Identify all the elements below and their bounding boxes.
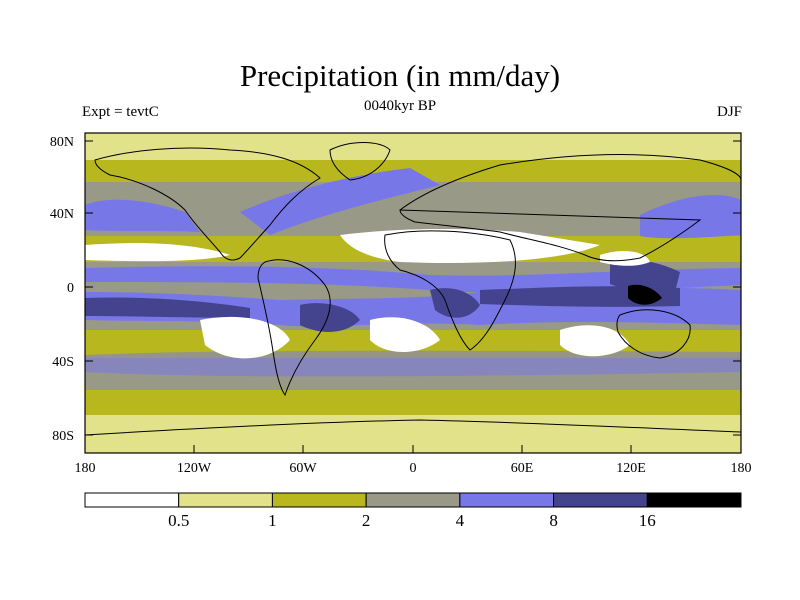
spcz-dark — [85, 297, 250, 318]
colorbar-tick-label: 16 — [639, 511, 656, 530]
greenland-coast — [329, 142, 391, 181]
north-america-coast — [94, 147, 321, 261]
lat-label-equator: 0 — [67, 281, 74, 296]
lon-label-60w: 60W — [289, 461, 317, 476]
colorbar-swatch-4 — [459, 492, 555, 508]
maritime-continent-dark — [610, 258, 680, 294]
lon-label-60e: 60E — [511, 461, 534, 476]
period-label: 0040kyr BP — [363, 98, 437, 114]
lat-label-40s: 40S — [52, 355, 74, 370]
colorbar-tick-label: 4 — [456, 511, 465, 530]
sepac-dry — [200, 316, 290, 359]
colorbar-swatch-3 — [365, 492, 461, 508]
lat-label-80n: 80N — [50, 135, 74, 150]
colorbar-swatch-2 — [271, 492, 367, 508]
lon-label-120w: 120W — [177, 461, 212, 476]
precipitation-field — [85, 133, 741, 453]
colorbar-tick-label: 0.5 — [168, 511, 189, 530]
colorbar: 0.5 1 2 4 8 16 — [84, 492, 742, 530]
lon-label-180e: 180 — [731, 461, 752, 476]
eurasia-coast — [399, 154, 741, 262]
longitude-axis — [84, 445, 742, 453]
lon-label-180w: 180 — [75, 461, 96, 476]
antarctica-coast — [85, 419, 741, 436]
sio-dry — [560, 325, 630, 357]
npac-storm-track — [85, 199, 200, 232]
africa-coast — [384, 230, 516, 351]
arabia-dry — [600, 250, 650, 266]
sahara-dry — [340, 228, 600, 264]
colorbar-tick-label: 1 — [268, 511, 277, 530]
experiment-label: Expt = tevtC — [82, 104, 159, 120]
natl-storm-track — [240, 168, 440, 235]
indonesia-max — [628, 284, 662, 305]
colorbar-swatch-0 — [84, 492, 180, 508]
lon-label-0: 0 — [410, 461, 417, 476]
satl-dry — [370, 317, 440, 352]
latitude-axis — [85, 140, 741, 436]
season-label: DJF — [716, 104, 742, 120]
itcz-north — [85, 266, 741, 293]
amazon-dark — [300, 303, 360, 332]
colorbar-swatch-6 — [646, 492, 742, 508]
colorbar-swatch-5 — [553, 492, 648, 508]
colorbar-swatch-1 — [178, 492, 273, 508]
colorbar-tick-label: 8 — [549, 511, 558, 530]
australia-coast — [616, 309, 691, 359]
lat-label-80s: 80S — [52, 429, 74, 444]
chart-title: Precipitation (in mm/day) — [239, 58, 561, 93]
south-america-coast — [257, 259, 331, 397]
southern-storm-track — [85, 350, 741, 377]
colorbar-tick-label: 2 — [362, 511, 371, 530]
coastlines — [85, 142, 741, 436]
npac-dry — [85, 243, 230, 262]
lat-label-40n: 40N — [50, 207, 74, 222]
lon-label-120e: 120E — [616, 461, 646, 476]
wpac-storm-track — [640, 195, 741, 239]
